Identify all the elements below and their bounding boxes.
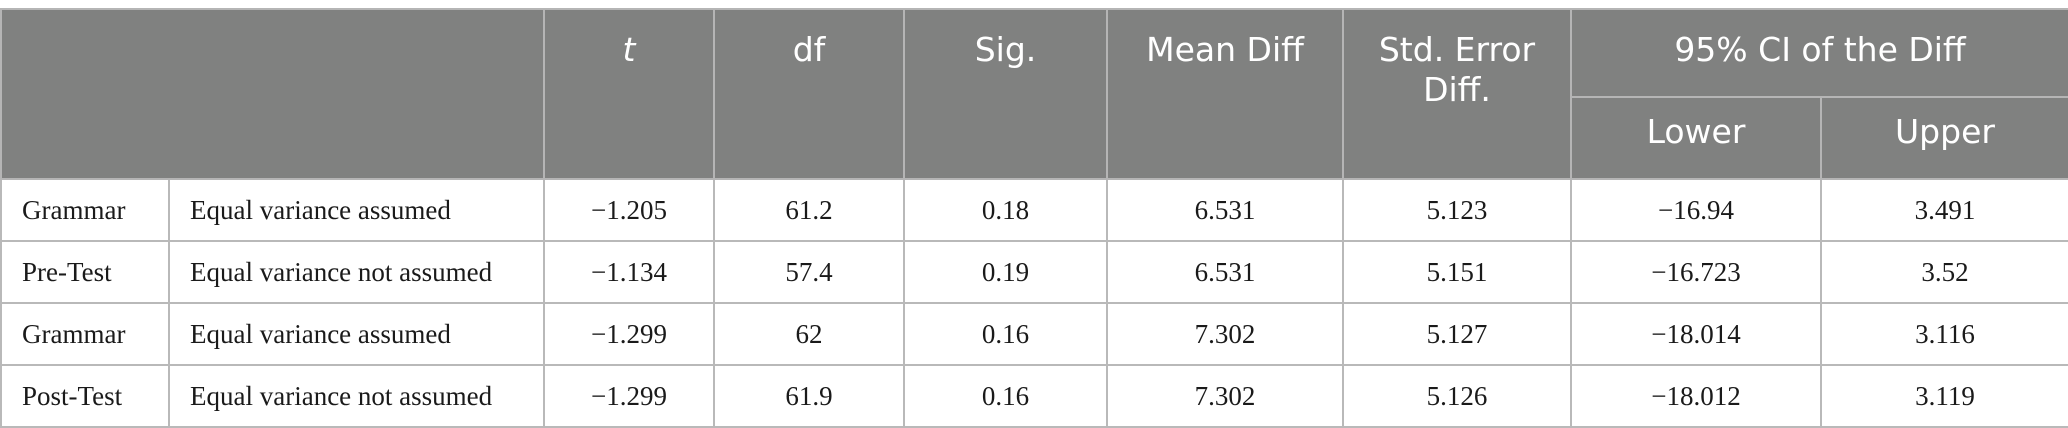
table-row: Pre-Test Equal variance not assumed −1.1… — [0, 240, 2068, 304]
cell-group: Post-Test — [0, 364, 170, 428]
table-row: Grammar Equal variance assumed −1.299 62… — [0, 302, 2068, 366]
cell-lower: −18.012 — [1570, 364, 1822, 428]
header-mean-diff: Mean Diff — [1106, 8, 1344, 180]
cell-upper: 3.491 — [1820, 178, 2068, 242]
cell-variance: Equal variance not assumed — [168, 240, 545, 304]
cell-mean-diff: 6.531 — [1106, 240, 1344, 304]
header-upper: Upper — [1820, 96, 2068, 180]
header-row-1: t df Sig. Mean Diff Std. Error Diff. 95%… — [0, 8, 2068, 180]
header-t: t — [543, 8, 715, 180]
cell-mean-diff: 6.531 — [1106, 178, 1344, 242]
cell-df: 57.4 — [713, 240, 905, 304]
t-test-results-table: t df Sig. Mean Diff Std. Error Diff. 95%… — [0, 8, 2068, 428]
table-row: Grammar Equal variance assumed −1.205 61… — [0, 178, 2068, 242]
cell-mean-diff: 7.302 — [1106, 302, 1344, 366]
cell-df: 62 — [713, 302, 905, 366]
cell-std-error: 5.151 — [1342, 240, 1572, 304]
cell-group: Pre-Test — [0, 240, 170, 304]
table-row: Post-Test Equal variance not assumed −1.… — [0, 364, 2068, 428]
table-body: Grammar Equal variance assumed −1.205 61… — [0, 178, 2068, 428]
cell-sig: 0.16 — [903, 364, 1108, 428]
cell-upper: 3.116 — [1820, 302, 2068, 366]
cell-t: −1.299 — [543, 302, 715, 366]
header-std-error: Std. Error Diff. — [1342, 8, 1572, 180]
cell-group: Grammar — [0, 178, 170, 242]
cell-upper: 3.52 — [1820, 240, 2068, 304]
cell-variance: Equal variance not assumed — [168, 364, 545, 428]
cell-std-error: 5.126 — [1342, 364, 1572, 428]
results-table-container: t df Sig. Mean Diff Std. Error Diff. 95%… — [0, 8, 2068, 428]
cell-group: Grammar — [0, 302, 170, 366]
cell-t: −1.134 — [543, 240, 715, 304]
cell-variance: Equal variance assumed — [168, 178, 545, 242]
cell-std-error: 5.123 — [1342, 178, 1572, 242]
cell-lower: −16.94 — [1570, 178, 1822, 242]
header-ci: 95% CI of the Diff — [1570, 8, 2068, 98]
cell-sig: 0.19 — [903, 240, 1108, 304]
header-row-2: Lower Upper — [1, 96, 2068, 180]
cell-std-error: 5.127 — [1342, 302, 1572, 366]
cell-sig: 0.16 — [903, 302, 1108, 366]
cell-t: −1.205 — [543, 178, 715, 242]
cell-df: 61.9 — [713, 364, 905, 428]
cell-lower: −18.014 — [1570, 302, 1822, 366]
header-lower: Lower — [1570, 96, 1822, 180]
header-blank — [0, 8, 545, 180]
cell-sig: 0.18 — [903, 178, 1108, 242]
cell-variance: Equal variance assumed — [168, 302, 545, 366]
cell-df: 61.2 — [713, 178, 905, 242]
cell-upper: 3.119 — [1820, 364, 2068, 428]
cell-t: −1.299 — [543, 364, 715, 428]
cell-mean-diff: 7.302 — [1106, 364, 1344, 428]
cell-lower: −16.723 — [1570, 240, 1822, 304]
header-sig: Sig. — [903, 8, 1108, 180]
header-df: df — [713, 8, 905, 180]
table-header: t df Sig. Mean Diff Std. Error Diff. 95%… — [0, 8, 2068, 180]
